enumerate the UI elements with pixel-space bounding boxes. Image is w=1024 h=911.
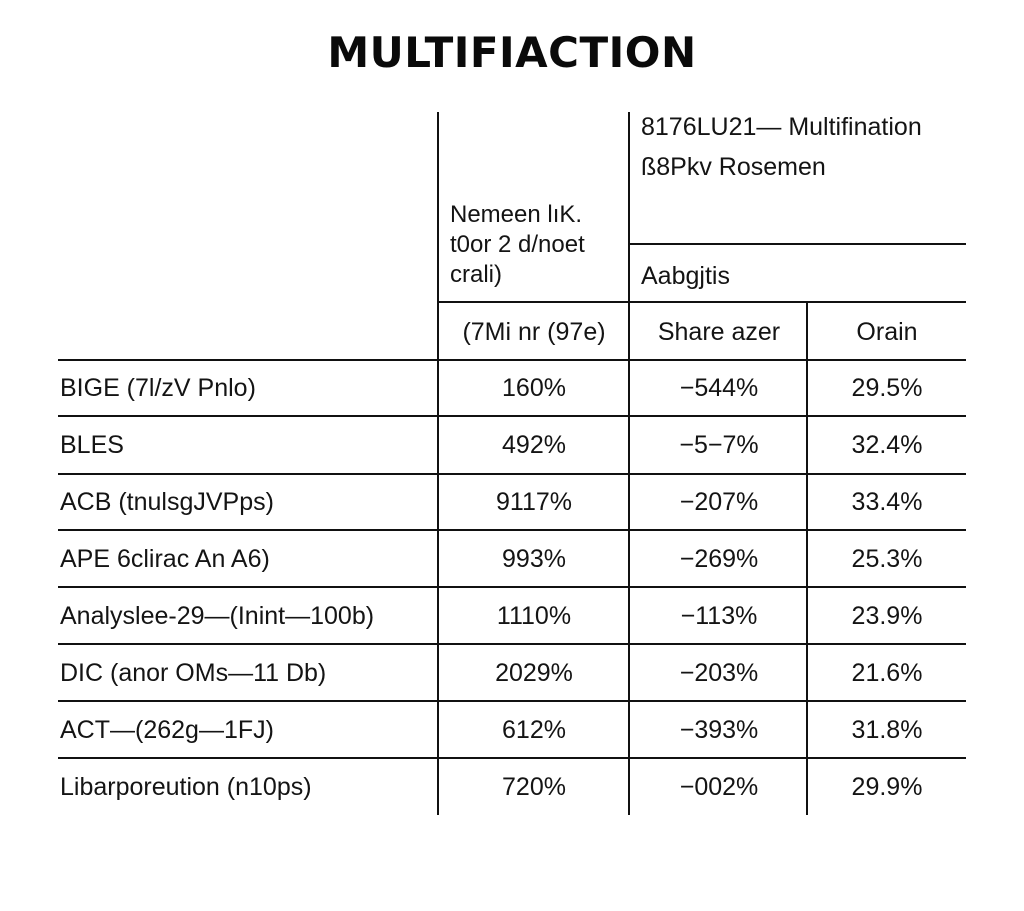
- cell-col3: 29.5%: [851, 374, 923, 402]
- col1-header: Nemeen lıK. t0or 2 d/noet crali): [450, 200, 625, 290]
- col2-subheader: Share azer: [657, 318, 781, 346]
- cell-col3: 31.8%: [851, 716, 923, 744]
- grid-line: [58, 529, 966, 531]
- grid-line: [628, 243, 966, 245]
- col1-header-line: t0or 2 d/noet: [450, 231, 585, 258]
- cell-col3: 29.9%: [851, 773, 923, 801]
- cell-col2: −544%: [679, 374, 759, 402]
- grid-line: [58, 473, 966, 475]
- cell-col2: −207%: [679, 488, 759, 516]
- cell-col2: −5−7%: [679, 431, 759, 459]
- cell-col1: 720%: [502, 773, 566, 801]
- cell-col3: 32.4%: [851, 431, 923, 459]
- group-title-line2: ß8Pkv Rosemen: [641, 153, 826, 181]
- grid-line: [58, 757, 966, 759]
- grid-line: [437, 301, 966, 303]
- grid-line: [58, 586, 966, 588]
- group-title-line1: 8176LU21— Multifination: [641, 113, 922, 141]
- grid-line: [58, 359, 966, 361]
- cell-col1: 612%: [502, 716, 566, 744]
- grid-line: [806, 302, 808, 815]
- grid-line: [58, 415, 966, 417]
- cell-col2: −393%: [679, 716, 759, 744]
- cell-col3: 21.6%: [851, 659, 923, 687]
- col3-subheader: Orain: [856, 318, 918, 346]
- row-label: ACT—(262g—1FJ): [60, 716, 274, 744]
- row-label: Analyslee-29—(Inint—100b): [60, 602, 375, 630]
- cell-col2: −002%: [679, 773, 759, 801]
- cell-col1: 1110%: [496, 602, 572, 630]
- row-label: DIC (anor OMs—11 Db): [60, 659, 327, 687]
- cell-col3: 23.9%: [851, 602, 923, 630]
- cell-col1: 9117%: [496, 488, 572, 516]
- grid-line: [628, 112, 630, 815]
- cell-col2: −269%: [679, 545, 759, 573]
- page-title: MULTIFIACTION: [327, 28, 697, 77]
- row-label: BLES: [60, 431, 124, 459]
- col1-subheader: (7Mi nr (97e): [462, 318, 606, 346]
- row-label: Libarporeution (n10ps): [60, 773, 312, 801]
- row-label: BIGE (7l/zV Pnlo): [60, 374, 256, 402]
- row-label: APE 6clirac An A6): [60, 545, 270, 573]
- cell-col1: 160%: [502, 374, 566, 402]
- cell-col1: 2029%: [495, 659, 573, 687]
- cell-col2: −203%: [679, 659, 759, 687]
- cell-col1: 492%: [502, 431, 566, 459]
- grid-line: [437, 112, 439, 815]
- cell-col3: 25.3%: [851, 545, 923, 573]
- col1-header-line: crali): [450, 261, 502, 288]
- cell-col1: 993%: [502, 545, 566, 573]
- grid-line: [58, 700, 966, 702]
- subgroup-label: Aabgjtis: [641, 262, 730, 290]
- grid-line: [58, 643, 966, 645]
- col1-header-line: Nemeen lıK.: [450, 201, 583, 228]
- cell-col3: 33.4%: [851, 488, 923, 516]
- cell-col2: −113%: [680, 602, 758, 630]
- row-label: ACB (tnulsgJVPps): [60, 488, 274, 516]
